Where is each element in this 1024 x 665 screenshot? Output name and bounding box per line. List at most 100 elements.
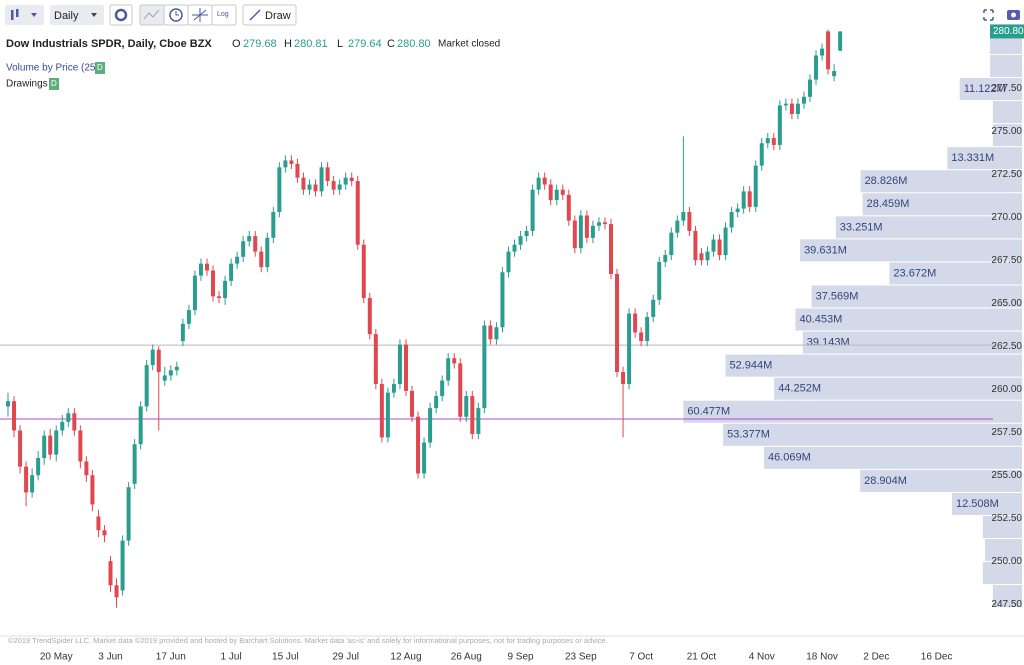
y-tick-label: 275.00 (991, 126, 1022, 137)
candle-body (126, 487, 131, 541)
volume-label: 40.453M (799, 313, 842, 325)
candle-body (609, 224, 613, 274)
study-name[interactable]: Volume by Price (25) (6, 63, 99, 74)
volume-label: 39.631M (804, 244, 847, 256)
volume-bar (800, 239, 1022, 262)
volume-bar (811, 285, 1022, 308)
market-status: Market closed (438, 39, 500, 50)
x-tick-label: 20 May (40, 652, 73, 663)
candle-body (235, 256, 240, 264)
study-badge[interactable] (95, 62, 105, 74)
candle-body (464, 396, 469, 417)
candle-body (765, 138, 770, 144)
candle-body (832, 71, 837, 77)
candle-body (633, 313, 638, 333)
candle-body (717, 239, 722, 256)
y-tick-label: 265.00 (991, 298, 1022, 309)
candle-body (542, 177, 547, 185)
x-tick-label: 16 Dec (921, 652, 953, 663)
icon (1011, 12, 1016, 18)
log-button[interactable] (211, 4, 237, 26)
candle-body (669, 232, 674, 256)
candle-body (729, 212, 734, 228)
candle-body (78, 430, 83, 462)
candle-body (741, 191, 746, 209)
candle-body (602, 222, 607, 225)
candle-body (512, 244, 517, 252)
fullscreen-button[interactable] (983, 9, 994, 21)
candle-body (452, 358, 457, 364)
candle-body (241, 241, 246, 257)
candle-body (627, 313, 632, 385)
candle-body (84, 461, 89, 476)
candle-body (566, 194, 571, 221)
volume-bar (774, 377, 1022, 400)
candle-body (391, 384, 396, 393)
y-tick-label: 252.50 (991, 513, 1022, 524)
candle-body (596, 222, 601, 226)
volume-bar (982, 515, 1022, 538)
volume-bar (725, 354, 1022, 377)
candle-body (530, 189, 535, 231)
quote-value: 280.80 (397, 38, 431, 50)
candle-body (265, 237, 270, 268)
candle-body (494, 327, 499, 340)
volume-bar (985, 538, 1022, 562)
quote-value: 280.81 (294, 38, 328, 50)
candle-body (663, 255, 668, 262)
candle-body (373, 334, 378, 385)
candle-body (42, 435, 47, 458)
candle-body (500, 272, 505, 328)
candle-body (820, 48, 825, 56)
candle-body (807, 79, 812, 97)
candle-body (705, 251, 710, 261)
volume-label: 28.904M (864, 475, 907, 487)
candle-body (826, 31, 831, 70)
candle-body (229, 263, 234, 281)
icon (169, 8, 183, 22)
candle-body (753, 165, 758, 207)
candle-body (615, 273, 620, 372)
candle-body (180, 323, 185, 342)
volume-label: 13.331M (951, 152, 994, 164)
candle-body (223, 280, 228, 299)
candle-body (120, 540, 125, 591)
candle-body (259, 251, 264, 268)
candle-body (349, 177, 354, 182)
draw-label: Draw (265, 10, 291, 22)
interval-select[interactable] (50, 5, 104, 25)
study-badge[interactable] (49, 78, 59, 90)
candle-body (6, 401, 10, 407)
candle-body (681, 212, 686, 221)
candle-body (295, 163, 300, 178)
candle-body (470, 396, 475, 434)
candle-body (48, 435, 53, 455)
tool-button[interactable] (139, 4, 165, 26)
footer-note: ©2019 TrendSpider LLC. Market data ©2019… (8, 636, 608, 645)
study-name[interactable]: Drawings (6, 79, 48, 90)
volume-label: 11.122M (964, 83, 1006, 95)
settings-button[interactable] (109, 4, 133, 26)
y-tick-label: 272.50 (991, 169, 1022, 180)
candle-body (735, 208, 740, 213)
candle-body (361, 244, 366, 299)
volume-label: 23.672M (893, 267, 936, 279)
candle-body (675, 220, 680, 233)
candle-body (343, 177, 348, 185)
y-tick-label: 267.50 (991, 255, 1022, 266)
volume-bar (951, 492, 1022, 515)
volume-bar (723, 423, 1022, 446)
candle-body (801, 96, 806, 104)
x-tick-label: 15 Jul (272, 652, 299, 663)
candle-body (253, 236, 258, 252)
candle-body (313, 184, 318, 192)
volume-bar (889, 262, 1022, 285)
candle-body (789, 103, 794, 114)
draw-button[interactable] (242, 4, 297, 26)
chart-type-button[interactable] (5, 5, 44, 25)
candle-body (174, 366, 179, 371)
candle-body (838, 31, 843, 51)
candle-body (156, 349, 161, 372)
candle-body (271, 212, 276, 238)
candle-body (440, 380, 445, 397)
